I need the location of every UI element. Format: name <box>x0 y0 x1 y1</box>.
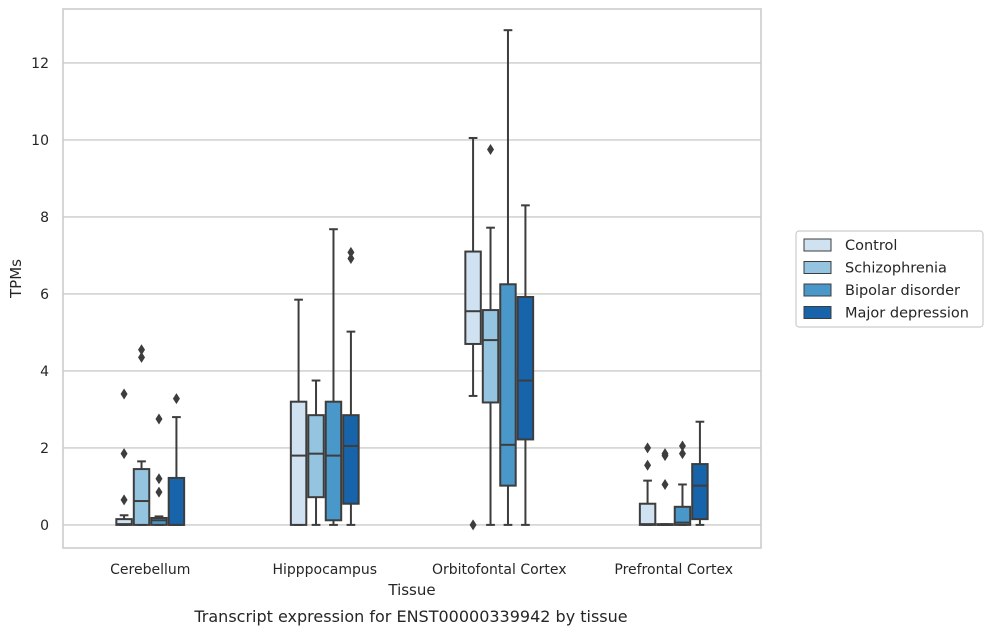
outlier-point <box>155 413 163 425</box>
x-tick-label: Cerebellum <box>110 562 190 578</box>
box-3-1 <box>656 448 674 526</box>
box-body <box>691 463 709 521</box>
box-0-2 <box>150 413 168 526</box>
box-2-0 <box>464 136 482 531</box>
box-1-2 <box>324 228 343 526</box>
y-tick-label: 2 <box>40 441 49 457</box>
plot-frame <box>62 8 762 549</box>
boxes <box>115 29 709 531</box>
box-body <box>289 400 308 526</box>
gridlines <box>63 62 761 526</box>
x-tick-label: Prefrontal Cortex <box>614 562 733 578</box>
box-0-0 <box>115 388 133 526</box>
y-axis-label: TPMs <box>7 259 25 299</box>
outlier-point <box>120 448 128 460</box>
outlier-point <box>172 393 180 405</box>
box-3-0 <box>638 442 657 526</box>
outlier-point <box>120 388 128 400</box>
box-body <box>132 468 151 526</box>
box-body <box>464 250 482 345</box>
outlier-point <box>138 351 146 363</box>
outlier-point <box>644 459 652 471</box>
x-tick-label: Hipppocampus <box>272 562 377 578</box>
outlier-point <box>469 519 477 531</box>
y-tick-label: 12 <box>31 56 49 72</box>
x-tick-labels: Cerebellum Hipppocampus Orbitofontal Corte… <box>110 562 733 578</box>
y-tick-label: 0 <box>40 518 49 534</box>
y-tick-label: 10 <box>31 133 49 149</box>
legend: Control Schizophrenia Bipolar disorder Majo… <box>795 230 984 328</box>
y-tick-label: 4 <box>40 364 49 380</box>
legend-label: Control <box>845 238 897 254</box>
box-0-3 <box>167 393 186 526</box>
box-3-3 <box>691 420 709 526</box>
outlier-point <box>661 448 669 460</box>
outlier-point <box>661 478 669 490</box>
outlier-point <box>347 252 355 264</box>
box-body <box>167 476 186 526</box>
y-tick-label: 8 <box>40 210 49 226</box>
legend-swatch <box>803 306 832 319</box>
legend-swatch <box>803 238 832 252</box>
box-2-2 <box>499 29 517 526</box>
outlier-point <box>347 246 355 258</box>
legend-label: Major depression <box>845 306 969 322</box>
legend-frame <box>795 230 984 328</box>
box-body <box>481 309 500 404</box>
outlier-point <box>678 448 686 460</box>
x-tick-label: Orbitofontal Cortex <box>432 562 567 578</box>
outlier-point <box>155 473 163 485</box>
y-tick-label: 6 <box>40 287 49 303</box>
outlier-point <box>120 494 128 506</box>
legend-swatch <box>803 283 832 297</box>
box-1-1 <box>307 379 325 526</box>
box-body <box>342 414 360 505</box>
box-body <box>673 505 692 526</box>
box-2-1 <box>481 144 500 526</box>
box-2-3 <box>516 204 535 526</box>
box-3-2 <box>673 440 692 526</box>
box-0-1 <box>132 344 151 526</box>
y-tick-labels: 0 2 4 6 8 10 12 <box>31 56 49 534</box>
box-body <box>499 283 517 487</box>
legend-label: Bipolar disorder <box>845 283 960 299</box>
box-body <box>150 516 168 526</box>
outlier-point <box>487 144 495 156</box>
box-body <box>516 295 535 441</box>
legend-swatch <box>803 261 832 274</box>
box-1-3 <box>342 246 360 526</box>
outlier-point <box>678 440 686 452</box>
chart-caption: Transcript expression for ENST0000033994… <box>193 607 627 626</box>
outlier-point <box>138 344 146 356</box>
box-body <box>307 414 325 499</box>
x-axis-label: Tissue <box>387 581 435 599</box>
box-body <box>638 502 657 526</box>
box-body <box>324 400 343 522</box>
outlier-point <box>644 442 652 454</box>
legend-label: Schizophrenia <box>845 261 947 277</box>
outlier-point <box>155 486 163 498</box>
box-1-0 <box>289 298 308 526</box>
